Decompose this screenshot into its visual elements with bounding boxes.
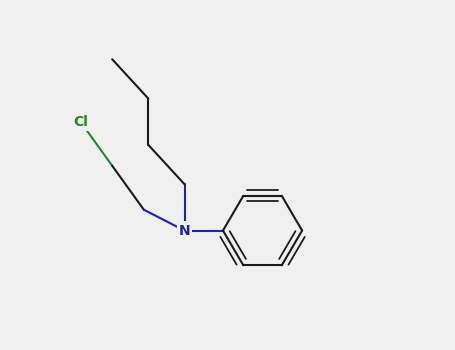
Text: N: N — [179, 224, 190, 238]
Text: Cl: Cl — [73, 115, 88, 129]
